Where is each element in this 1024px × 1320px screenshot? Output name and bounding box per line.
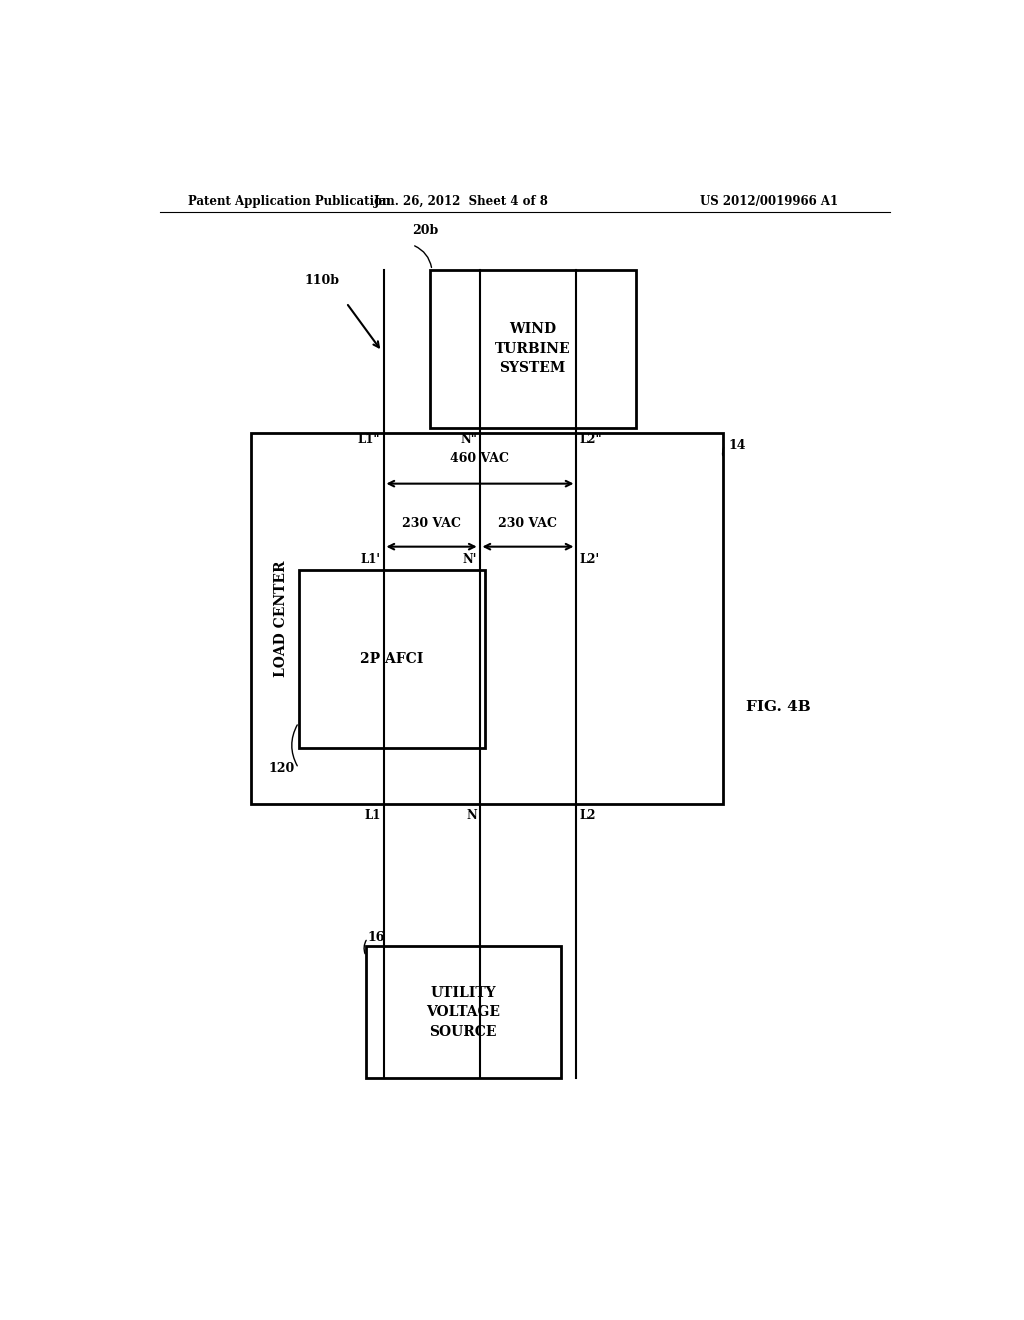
Text: L1': L1' — [360, 553, 380, 566]
Text: L2': L2' — [580, 553, 600, 566]
Text: 2P AFCI: 2P AFCI — [360, 652, 424, 667]
Text: 120: 120 — [268, 762, 295, 775]
Bar — [251, 433, 723, 804]
Text: Jan. 26, 2012  Sheet 4 of 8: Jan. 26, 2012 Sheet 4 of 8 — [374, 194, 549, 207]
Bar — [367, 946, 560, 1078]
Text: L1": L1" — [357, 433, 380, 446]
Text: LOAD CENTER: LOAD CENTER — [274, 560, 288, 677]
Text: Patent Application Publication: Patent Application Publication — [187, 194, 390, 207]
Text: L2": L2" — [580, 433, 602, 446]
Text: UTILITY
VOLTAGE
SOURCE: UTILITY VOLTAGE SOURCE — [426, 986, 501, 1039]
Text: L2: L2 — [580, 809, 596, 822]
Text: L1: L1 — [364, 809, 380, 822]
Text: N': N' — [463, 553, 477, 566]
Text: 20b: 20b — [412, 223, 438, 236]
Text: 230 VAC: 230 VAC — [402, 517, 461, 531]
Text: FIG. 4B: FIG. 4B — [746, 700, 811, 714]
Text: 110b: 110b — [305, 273, 340, 286]
Text: N: N — [467, 809, 477, 822]
Text: N": N" — [461, 433, 477, 446]
Bar — [299, 570, 485, 748]
Text: WIND
TURBINE
SYSTEM: WIND TURBINE SYSTEM — [495, 322, 570, 375]
Text: 230 VAC: 230 VAC — [499, 517, 557, 531]
Bar — [430, 271, 636, 428]
Text: 14: 14 — [729, 438, 746, 451]
Text: US 2012/0019966 A1: US 2012/0019966 A1 — [700, 194, 839, 207]
Text: 460 VAC: 460 VAC — [451, 453, 510, 466]
Text: 16: 16 — [368, 932, 385, 945]
